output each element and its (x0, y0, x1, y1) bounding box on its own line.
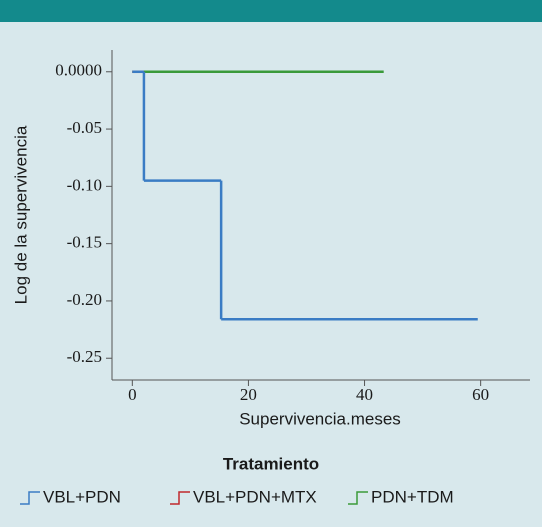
y-tick-label: 0.0000 (55, 61, 102, 80)
y-tick-label: -0.05 (67, 118, 102, 137)
y-axis-label: Log de la supervivencia (11, 125, 30, 304)
x-axis-label: Supervivencia.meses (239, 409, 401, 428)
x-tick-label: 20 (240, 385, 257, 404)
legend-swatch (348, 491, 368, 505)
legend-swatch (170, 491, 190, 505)
x-tick-label: 60 (472, 385, 489, 404)
y-tick-label: -0.25 (67, 347, 102, 366)
legend-title: Tratamiento (223, 454, 319, 473)
legend-swatch (20, 491, 40, 505)
y-tick-label: -0.15 (67, 233, 102, 252)
legend-label: PDN+TDM (371, 487, 454, 506)
header-bar (0, 0, 542, 22)
y-tick-label: -0.20 (67, 290, 102, 309)
x-tick-label: 0 (128, 385, 137, 404)
legend-label: VBL+PDN (43, 487, 121, 506)
x-tick-label: 40 (356, 385, 373, 404)
legend-label: VBL+PDN+MTX (193, 487, 317, 506)
y-tick-label: -0.10 (67, 175, 102, 194)
